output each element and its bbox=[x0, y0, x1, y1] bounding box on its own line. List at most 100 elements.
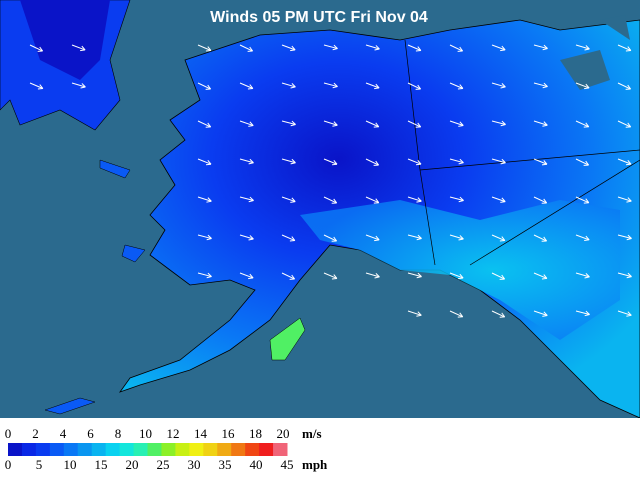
arrow bbox=[491, 120, 506, 125]
arrow bbox=[449, 158, 464, 164]
legend-swatch bbox=[8, 443, 23, 456]
arrow bbox=[617, 272, 632, 278]
arrow bbox=[365, 234, 380, 241]
arrow bbox=[617, 120, 631, 128]
arrow-head bbox=[416, 272, 422, 279]
arrow bbox=[323, 120, 338, 126]
legend-swatch bbox=[203, 443, 218, 456]
arrow bbox=[71, 44, 86, 51]
lakes bbox=[560, 15, 630, 90]
ms-tick: 10 bbox=[139, 426, 152, 441]
mph-tick: 45 bbox=[281, 457, 294, 472]
legend-swatch bbox=[273, 443, 288, 456]
arrow-head bbox=[541, 274, 548, 280]
arrow bbox=[575, 44, 590, 50]
arrow-head bbox=[542, 121, 548, 127]
arrow-head bbox=[331, 236, 338, 242]
arrow-head bbox=[583, 122, 590, 128]
arrow-head bbox=[248, 273, 254, 280]
legend-swatch bbox=[175, 443, 190, 456]
arrow-head bbox=[205, 122, 212, 128]
arrow bbox=[533, 158, 548, 165]
arrow-head bbox=[205, 46, 212, 52]
arrow bbox=[449, 44, 463, 52]
arrow bbox=[281, 196, 296, 203]
arrow-head bbox=[373, 198, 380, 204]
legend-swatch bbox=[119, 443, 135, 456]
arrow bbox=[617, 310, 632, 316]
arrow bbox=[575, 272, 590, 278]
legend-swatch bbox=[91, 443, 107, 456]
arrow bbox=[239, 82, 254, 89]
mph-tick: 0 bbox=[5, 457, 12, 472]
arrow bbox=[29, 44, 43, 52]
ms-tick: 20 bbox=[277, 426, 290, 441]
arrow bbox=[197, 158, 212, 165]
ms-tick: 2 bbox=[32, 426, 39, 441]
arrow bbox=[617, 196, 632, 202]
arrow-head bbox=[458, 273, 464, 280]
arrow-head bbox=[584, 235, 590, 242]
arrow bbox=[281, 158, 296, 164]
mph-tick: 30 bbox=[188, 457, 201, 472]
arrow bbox=[71, 82, 86, 88]
arrow-head bbox=[458, 158, 464, 165]
legend-swatch bbox=[245, 443, 260, 456]
arrow-head bbox=[415, 46, 422, 52]
arrow-head bbox=[248, 158, 254, 165]
arrow-head bbox=[248, 196, 254, 203]
legend-swatch bbox=[21, 443, 37, 456]
arrow-head bbox=[374, 83, 380, 90]
arrow bbox=[617, 82, 631, 90]
arrow bbox=[239, 120, 254, 127]
arrow bbox=[365, 196, 379, 204]
arrow-head bbox=[290, 83, 296, 89]
ms-tick: 6 bbox=[87, 426, 94, 441]
arrow-head bbox=[331, 274, 338, 280]
arrow bbox=[617, 234, 632, 240]
ms-tick: 8 bbox=[115, 426, 122, 441]
arrow bbox=[575, 82, 590, 89]
arrow bbox=[617, 158, 632, 165]
legend-swatch bbox=[77, 443, 93, 456]
arrow-head bbox=[206, 234, 212, 241]
arrow bbox=[197, 120, 211, 128]
mph-tick: 25 bbox=[157, 457, 170, 472]
arrow bbox=[491, 310, 505, 318]
arrow bbox=[491, 196, 506, 203]
arrow-head bbox=[290, 158, 296, 165]
arrow-head bbox=[416, 311, 422, 317]
arrow-head bbox=[458, 121, 464, 127]
arrow bbox=[449, 310, 463, 318]
arrow-head bbox=[500, 197, 506, 203]
arrow-head bbox=[542, 311, 548, 317]
arrow bbox=[449, 196, 464, 201]
arrow-head bbox=[206, 197, 212, 203]
arrow-head bbox=[500, 83, 506, 89]
mph-tick: 5 bbox=[36, 457, 43, 472]
arrow bbox=[281, 82, 296, 88]
arrow bbox=[407, 44, 422, 51]
arrow-head bbox=[458, 196, 464, 203]
ms-tick: 16 bbox=[222, 426, 236, 441]
arrow-head bbox=[583, 160, 590, 166]
arrow bbox=[323, 196, 337, 204]
arrow bbox=[407, 158, 422, 165]
arrow-head bbox=[541, 198, 548, 204]
arrow bbox=[239, 44, 253, 52]
legend-swatch bbox=[133, 443, 148, 456]
arrow-head bbox=[247, 46, 254, 52]
arrow-head bbox=[290, 45, 296, 52]
arrow bbox=[449, 120, 464, 126]
arrow bbox=[617, 44, 632, 51]
arrow bbox=[575, 120, 589, 128]
arrow bbox=[491, 82, 506, 88]
legend-swatch bbox=[35, 443, 51, 456]
arrow bbox=[533, 120, 548, 126]
arrow bbox=[533, 310, 548, 316]
arrow-head bbox=[500, 45, 506, 52]
legend: 0 2 4 6 8 10 12 14 16 18 20 m/s 0 5 10 15 20 25 30 35 40 45 mp… bbox=[5, 426, 328, 472]
arrow-head bbox=[500, 158, 506, 165]
arrow-head bbox=[541, 236, 548, 242]
